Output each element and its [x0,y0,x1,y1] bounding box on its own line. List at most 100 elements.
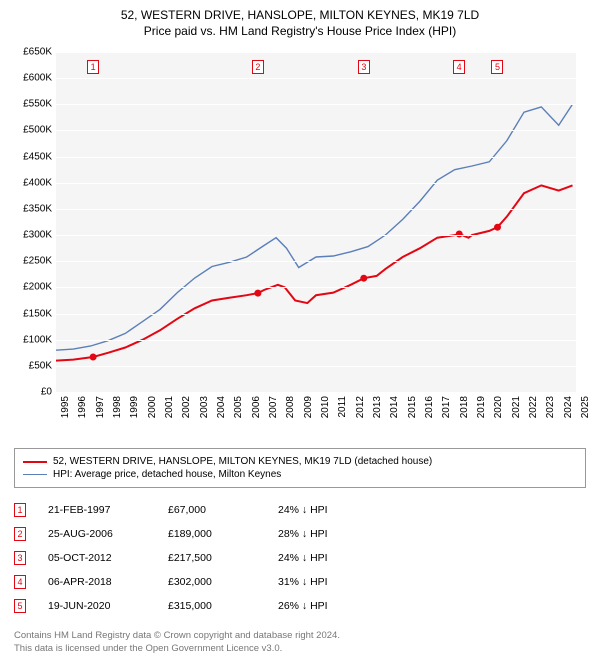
gridline [56,78,576,79]
gridline [56,104,576,105]
tx-number: 3 [14,551,26,565]
x-axis-label: 2018 [459,396,470,418]
transaction-row: 2 25-AUG-2006£189,00028% ↓ HPI [14,522,586,546]
x-axis-label: 2013 [372,396,383,418]
gridline [56,235,576,236]
gridline [56,130,576,131]
x-axis-label: 2012 [355,396,366,418]
footer: Contains HM Land Registry data © Crown c… [14,630,586,656]
x-axis-label: 2020 [493,396,504,418]
tx-date: 25-AUG-2006 [48,528,168,540]
tx-price: £189,000 [168,528,278,540]
sale-marker-label: 2 [252,60,264,74]
x-axis-label: 2021 [511,396,522,418]
tx-diff: 26% ↓ HPI [278,600,378,612]
x-axis-label: 2014 [389,396,400,418]
footer-line: This data is licensed under the Open Gov… [14,643,586,656]
legend-item: 52, WESTERN DRIVE, HANSLOPE, MILTON KEYN… [23,455,577,468]
sale-marker-label: 5 [491,60,503,74]
gridline [56,261,576,262]
y-axis-label: £450K [23,151,52,162]
y-axis-label: £600K [23,73,52,84]
sale-marker-dot [254,290,261,297]
chart-area: £0£50K£100K£150K£200K£250K£300K£350K£400… [10,42,590,442]
x-axis-label: 1997 [95,396,106,418]
gridline [56,340,576,341]
gridline [56,52,576,53]
y-axis-label: £300K [23,230,52,241]
gridline [56,209,576,210]
x-axis-label: 2002 [181,396,192,418]
gridline [56,314,576,315]
tx-price: £67,000 [168,504,278,516]
tx-diff: 24% ↓ HPI [278,504,378,516]
x-axis-label: 1996 [77,396,88,418]
tx-number: 5 [14,599,26,613]
x-axis-label: 2024 [563,396,574,418]
tx-date: 21-FEB-1997 [48,504,168,516]
tx-diff: 31% ↓ HPI [278,576,378,588]
chart-title: 52, WESTERN DRIVE, HANSLOPE, MILTON KEYN… [0,0,600,22]
x-axis-label: 1998 [112,396,123,418]
gridline [56,183,576,184]
sale-marker-dot [360,275,367,282]
tx-date: 06-APR-2018 [48,576,168,588]
tx-number: 4 [14,575,26,589]
tx-diff: 24% ↓ HPI [278,552,378,564]
legend-swatch [23,461,47,463]
y-axis-label: £650K [23,47,52,58]
x-axis-label: 2003 [199,396,210,418]
legend-label: 52, WESTERN DRIVE, HANSLOPE, MILTON KEYN… [53,456,432,467]
sale-marker-label: 3 [358,60,370,74]
page-container: 52, WESTERN DRIVE, HANSLOPE, MILTON KEYN… [0,0,600,650]
tx-date: 19-JUN-2020 [48,600,168,612]
y-axis-label: £150K [23,308,52,319]
gridline [56,287,576,288]
transaction-row: 4 06-APR-2018£302,00031% ↓ HPI [14,570,586,594]
x-axis-label: 2008 [285,396,296,418]
x-axis-label: 2022 [528,396,539,418]
y-axis-label: £0 [41,387,52,398]
x-axis-label: 2016 [424,396,435,418]
tx-price: £315,000 [168,600,278,612]
legend-item: HPI: Average price, detached house, Milt… [23,468,577,481]
x-axis-label: 2025 [580,396,591,418]
x-axis-label: 1999 [129,396,140,418]
plot-area [56,52,576,392]
y-axis-label: £550K [23,99,52,110]
chart-lines [56,52,576,392]
y-axis-label: £250K [23,256,52,267]
x-axis-label: 2009 [303,396,314,418]
y-axis-label: £500K [23,125,52,136]
sale-marker-dot [456,231,463,238]
gridline [56,392,576,393]
y-axis-label: £100K [23,334,52,345]
tx-number: 1 [14,503,26,517]
x-axis-label: 2023 [545,396,556,418]
tx-number: 2 [14,527,26,541]
tx-price: £302,000 [168,576,278,588]
transaction-row: 1 21-FEB-1997£67,00024% ↓ HPI [14,498,586,522]
legend-swatch [23,474,47,476]
sale-marker-dot [90,354,97,361]
tx-diff: 28% ↓ HPI [278,528,378,540]
footer-line: Contains HM Land Registry data © Crown c… [14,630,586,643]
y-axis-label: £200K [23,282,52,293]
sale-marker-label: 4 [453,60,465,74]
gridline [56,157,576,158]
y-axis-label: £50K [29,360,52,371]
x-axis-label: 2006 [251,396,262,418]
y-axis-label: £350K [23,203,52,214]
sale-marker-label: 1 [87,60,99,74]
x-axis-label: 2007 [268,396,279,418]
x-axis-label: 2005 [233,396,244,418]
chart-subtitle: Price paid vs. HM Land Registry's House … [0,22,600,42]
x-axis-label: 1995 [60,396,71,418]
transaction-row: 5 19-JUN-2020£315,00026% ↓ HPI [14,594,586,618]
x-axis-label: 2011 [337,396,348,418]
legend: 52, WESTERN DRIVE, HANSLOPE, MILTON KEYN… [14,448,586,488]
gridline [56,366,576,367]
x-axis-label: 2017 [441,396,452,418]
transactions-table: 121-FEB-1997£67,00024% ↓ HPI225-AUG-2006… [14,498,586,618]
tx-date: 05-OCT-2012 [48,552,168,564]
